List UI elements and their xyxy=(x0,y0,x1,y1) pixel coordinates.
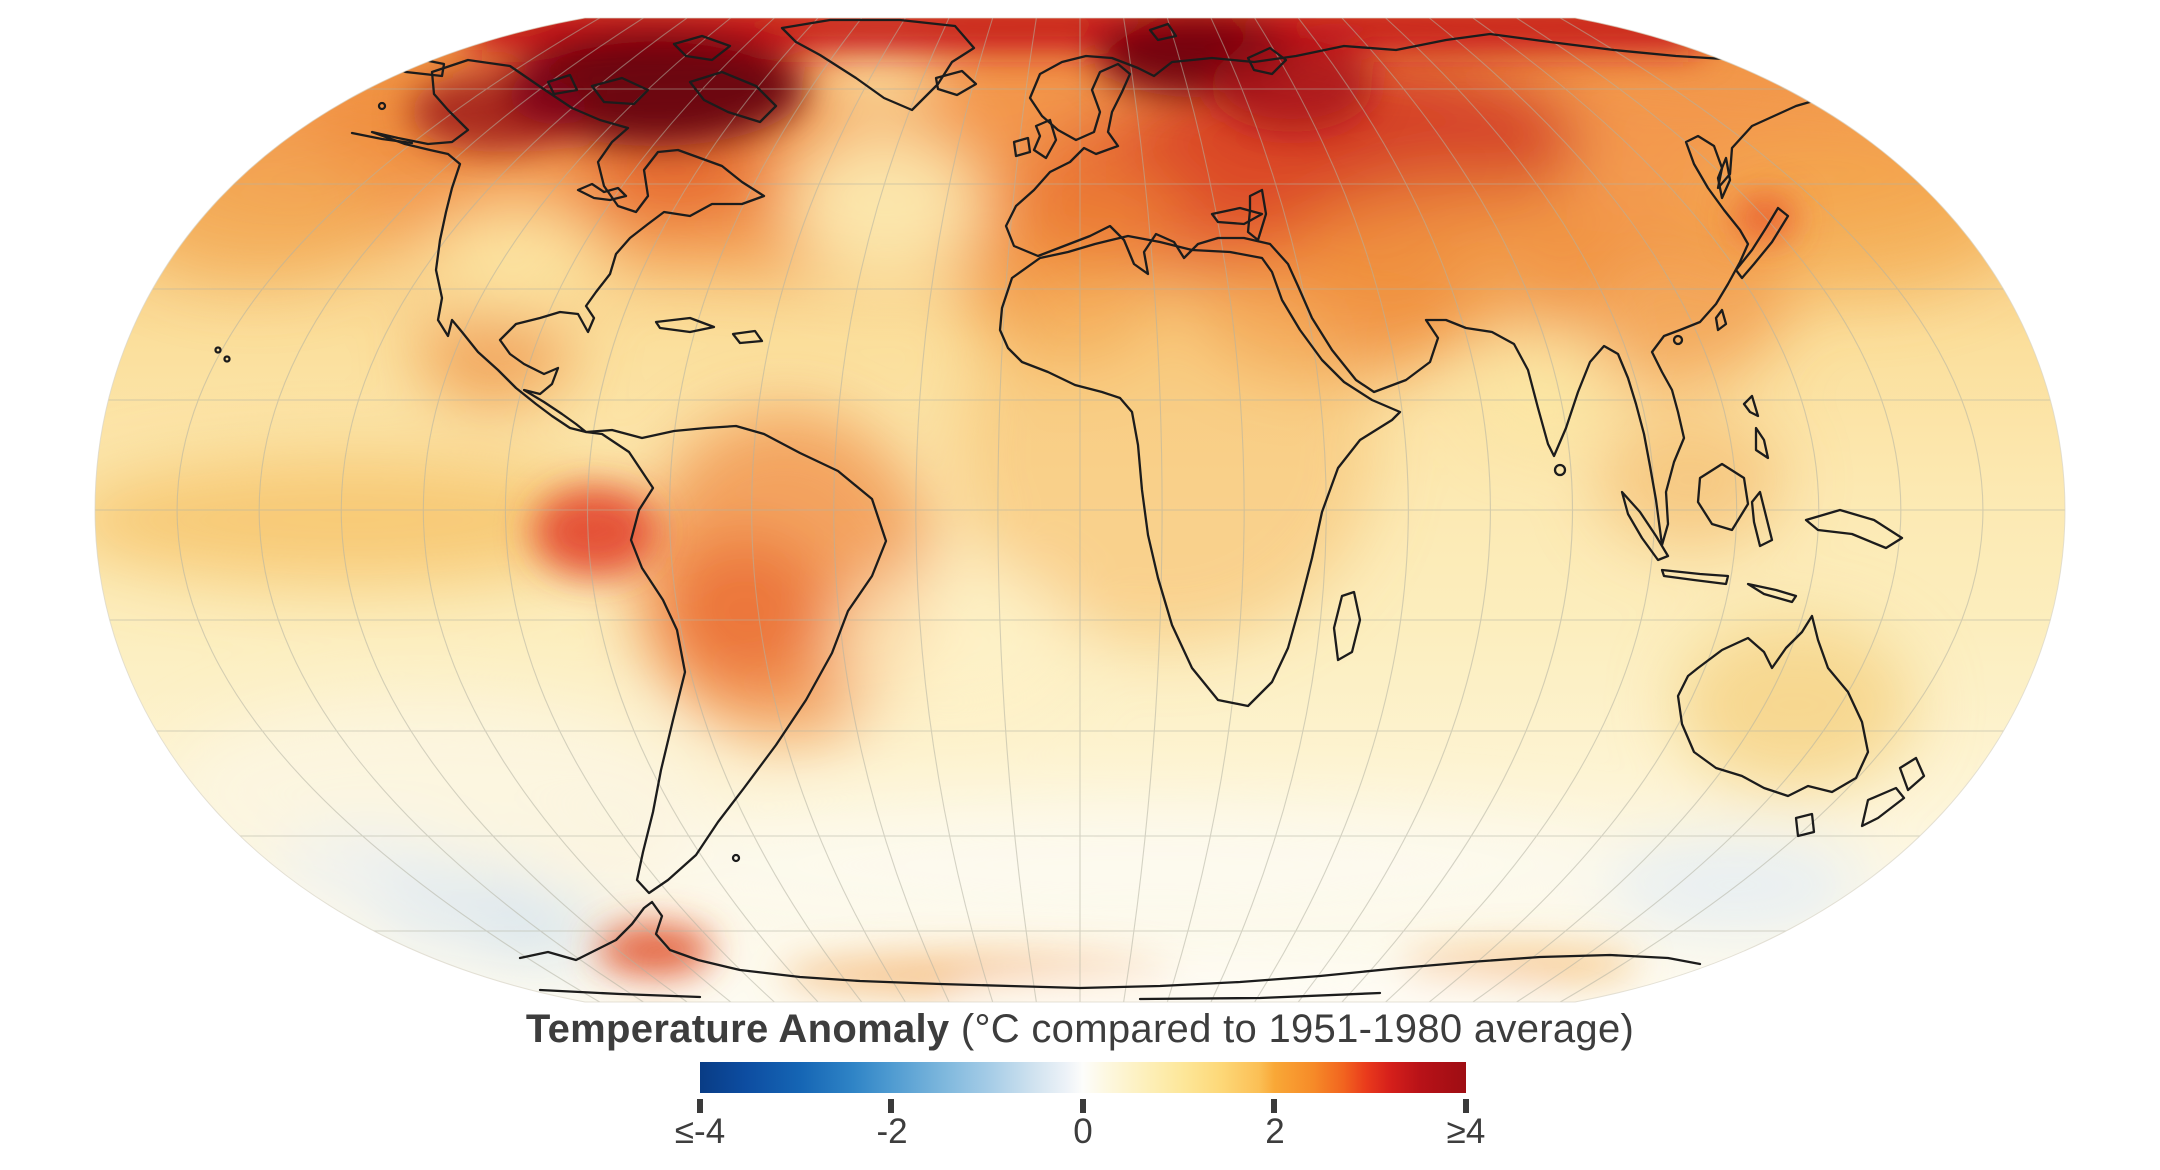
heat-blob-kara-extension xyxy=(1210,40,1374,132)
colorbar-tick-neg4 xyxy=(697,1099,703,1113)
heat-spot-antarctic-peninsula xyxy=(597,924,713,976)
colorbar-label-2: 2 xyxy=(1195,1112,1355,1152)
heat-blob-peru-bolivia xyxy=(660,537,830,687)
legend-title-units: (°C compared to 1951-1980 average) xyxy=(949,1007,1634,1051)
screenshot: Temperature Anomaly (°C compared to 1951… xyxy=(0,0,2160,1170)
legend-title: Temperature Anomaly (°C compared to 1951… xyxy=(0,1006,2160,1052)
cool-band-southern-ocean xyxy=(650,810,1650,920)
colorbar-gradient xyxy=(700,1062,1466,1093)
legend-title-main: Temperature Anomaly xyxy=(526,1007,950,1051)
colorbar-tick-neg2 xyxy=(888,1099,894,1113)
cool-spot-north-atlantic xyxy=(790,130,980,280)
colorbar-label-0: 0 xyxy=(1003,1112,1163,1152)
cool-spot-central-us xyxy=(430,207,600,317)
colorbar-label-neg4: ≤-4 xyxy=(620,1112,780,1152)
cool-spot-south-atlantic xyxy=(835,565,1075,725)
cool-blue-patch-4 xyxy=(1605,840,1865,930)
colorbar-label-4: ≥4 xyxy=(1386,1112,1546,1152)
heat-blob-north-pacific-west xyxy=(125,150,385,280)
world-temperature-anomaly-map xyxy=(0,0,2160,1170)
colorbar-label-neg2: -2 xyxy=(812,1112,972,1152)
colorbar-tick-4 xyxy=(1463,1099,1469,1113)
map-clipped-content xyxy=(60,0,2080,1022)
cool-spot-india xyxy=(1480,330,1610,440)
colorbar-tick-0 xyxy=(1080,1099,1086,1113)
heat-blob-beaufort xyxy=(410,72,590,152)
colorbar-tick-2 xyxy=(1271,1099,1277,1113)
heat-spot-nino-coastal xyxy=(533,487,657,577)
